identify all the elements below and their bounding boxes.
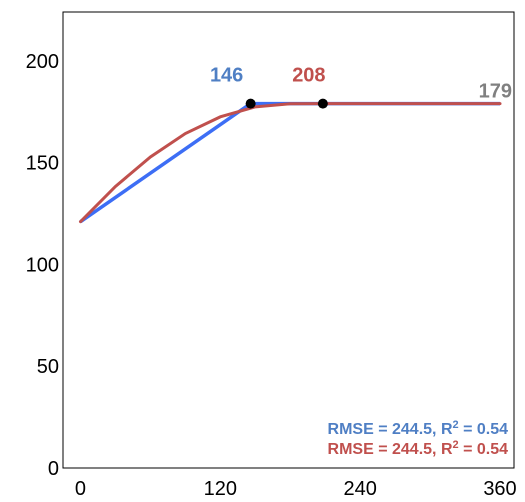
quadratic-plateau-curve	[78, 102, 502, 224]
linear-breakpoint-label: 146	[210, 65, 243, 87]
x-tick-label: 120	[204, 478, 237, 500]
quadratic-breakpoint-point	[317, 98, 328, 109]
x-tick-label: 360	[483, 478, 516, 500]
stat-superscript: 2	[453, 439, 459, 451]
linear-breakpoint-point	[245, 98, 256, 109]
y-tick-label: 200	[26, 51, 59, 73]
stat-prefix: RMSE = 244.5, R	[328, 421, 453, 438]
stat-superscript: 2	[453, 419, 459, 431]
linear-fit-stats: RMSE = 244.5, R2 = 0.54	[328, 419, 509, 438]
y-tick-label: 150	[26, 153, 59, 175]
x-ticks: 0 120 240 360	[75, 478, 517, 500]
stat-suffix: = 0.54	[459, 441, 508, 458]
y-tick-label: 100	[26, 254, 59, 276]
stat-suffix: = 0.54	[459, 421, 508, 438]
quadratic-fit-stats: RMSE = 244.5, R2 = 0.54	[328, 439, 509, 458]
x-tick-label: 240	[343, 478, 376, 500]
plot-frame	[62, 11, 515, 469]
plateau-value-label: 179	[479, 81, 512, 103]
y-ticks: 0 50 100 150 200	[26, 51, 59, 480]
x-tick-label: 0	[75, 478, 86, 500]
stat-prefix: RMSE = 244.5, R	[328, 441, 453, 458]
y-tick-label: 0	[48, 458, 59, 480]
y-tick-label: 50	[37, 356, 59, 378]
quadratic-breakpoint-label: 208	[292, 65, 325, 87]
